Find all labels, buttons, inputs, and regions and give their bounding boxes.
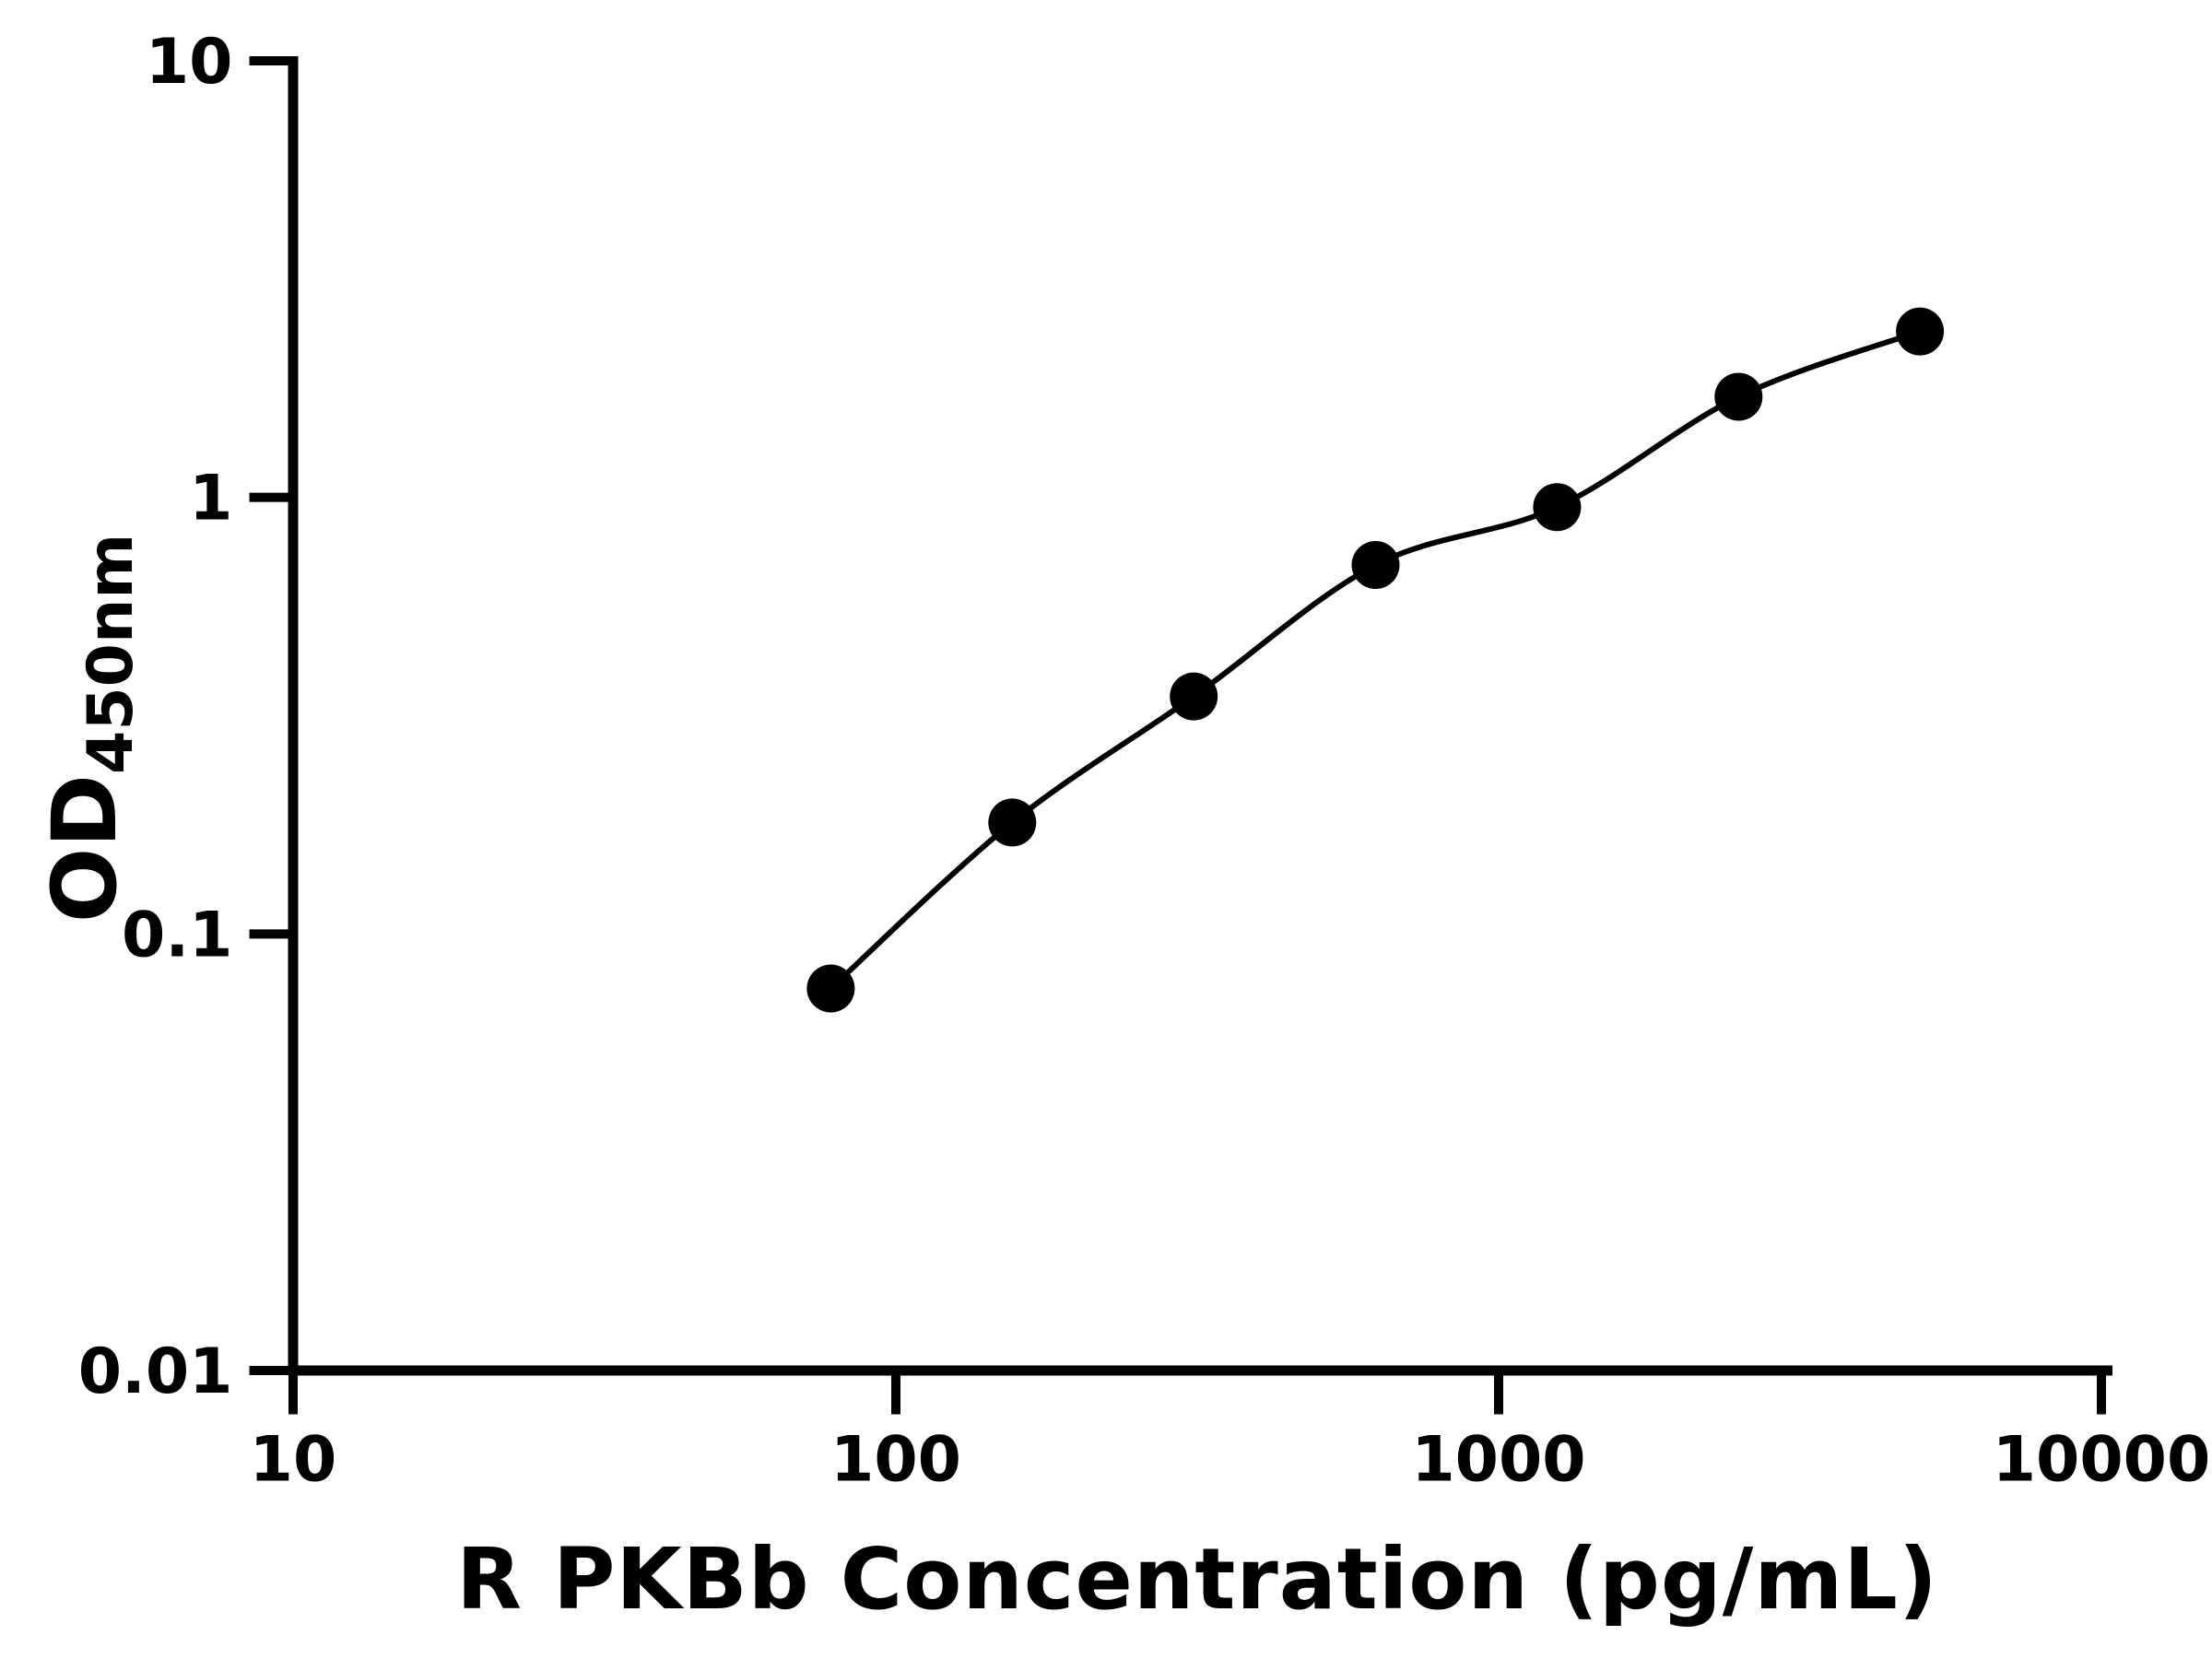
y-axis-title-subscript: 450nm <box>75 533 147 774</box>
x-tick-label: 10 <box>250 1424 337 1497</box>
data-point-marker <box>1714 372 1763 421</box>
data-point-marker <box>988 798 1037 847</box>
data-point-marker <box>1170 672 1218 721</box>
y-tick-label: 0.1 <box>122 899 232 971</box>
x-tick-label: 10000 <box>1993 1424 2211 1497</box>
fit-curve <box>828 328 1924 992</box>
y-tick-label: 1 <box>189 463 232 535</box>
data-point-marker <box>1896 307 1945 356</box>
y-tick-label: 0.01 <box>78 1335 233 1408</box>
x-axis-title: R PKBb Concentration (pg/mL) <box>456 1530 1938 1629</box>
y-axis-title: OD450nm <box>33 534 147 924</box>
data-point-marker <box>1533 483 1582 532</box>
x-tick-label: 1000 <box>1411 1424 1585 1497</box>
x-tick-label: 100 <box>830 1424 961 1497</box>
y-axis-title-text: OD <box>33 773 136 924</box>
y-tick-label: 10 <box>146 26 233 99</box>
data-point-marker <box>1351 541 1400 589</box>
data-point-marker <box>806 964 855 1013</box>
